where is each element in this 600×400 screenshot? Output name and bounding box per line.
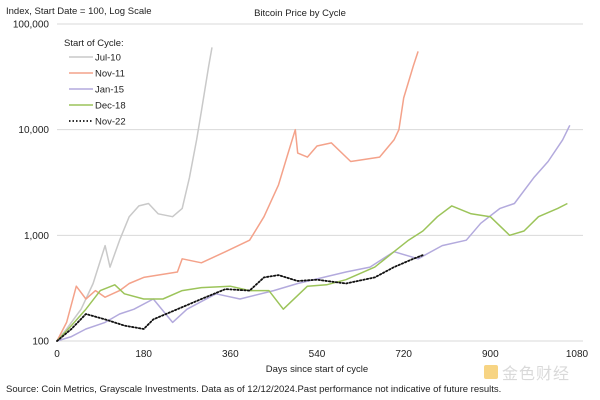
legend-label: Nov-22 bbox=[95, 117, 126, 128]
series-line-nov-22 bbox=[56, 254, 424, 342]
y-tick-label: 1,000 bbox=[24, 231, 49, 242]
x-tick-label: 900 bbox=[482, 349, 499, 360]
legend-label: Nov-11 bbox=[95, 69, 125, 80]
chart-title: Bitcoin Price by Cycle bbox=[254, 8, 346, 19]
x-axis-label: Days since start of cycle bbox=[266, 364, 368, 375]
x-tick-label: 360 bbox=[222, 349, 239, 360]
series-line-jul-10 bbox=[56, 47, 213, 342]
legend-label: Dec-18 bbox=[95, 101, 126, 112]
y-axis-label: Index, Start Date = 100, Log Scale bbox=[6, 6, 152, 17]
x-tick-label: 1080 bbox=[566, 349, 589, 360]
series-line-nov-11 bbox=[56, 51, 419, 342]
x-tick-label: 0 bbox=[54, 349, 60, 360]
watermark-logo: 金色财经 bbox=[484, 360, 570, 384]
watermark-text: 金色财经 bbox=[502, 364, 571, 383]
logo-mark-icon bbox=[484, 365, 498, 379]
legend-title: Start of Cycle: bbox=[64, 38, 124, 49]
x-tick-label: 180 bbox=[135, 349, 152, 360]
series-line-jan-15 bbox=[56, 124, 571, 342]
x-tick-label: 720 bbox=[395, 349, 412, 360]
x-tick-label: 540 bbox=[309, 349, 326, 360]
legend-label: Jul-10 bbox=[95, 53, 121, 64]
y-tick-label: 100 bbox=[32, 337, 49, 348]
y-tick-label: 100,000 bbox=[13, 20, 50, 31]
series-line-dec-18 bbox=[56, 202, 568, 342]
y-tick-label: 10,000 bbox=[18, 125, 49, 136]
legend-label: Jan-15 bbox=[95, 85, 124, 96]
source-note: Source: Coin Metrics, Grayscale Investme… bbox=[6, 384, 501, 395]
